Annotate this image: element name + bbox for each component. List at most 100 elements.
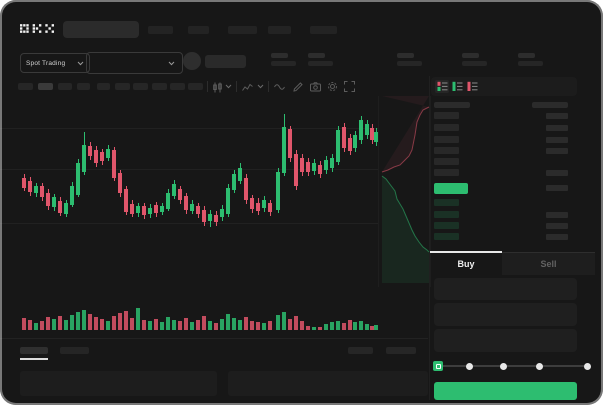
orderbook-bid-price[interactable] xyxy=(434,222,459,229)
volume-bar xyxy=(336,321,340,330)
orderbook-ask-price[interactable] xyxy=(434,136,459,143)
slider-handle[interactable] xyxy=(433,361,443,371)
pair-select-dropdown[interactable] xyxy=(86,52,183,74)
volume-bar xyxy=(268,321,272,330)
bottom-tab[interactable] xyxy=(60,347,89,354)
slider-stop-dot[interactable] xyxy=(465,362,473,370)
orderbook-ask-price[interactable] xyxy=(434,124,459,131)
tab-divider xyxy=(502,252,595,253)
orderbook-ask-price[interactable] xyxy=(434,112,459,119)
timeframe-button[interactable] xyxy=(58,83,72,90)
volume-bar xyxy=(226,314,230,330)
timeframe-button[interactable] xyxy=(152,83,167,90)
candle-body xyxy=(342,127,346,148)
price-input[interactable] xyxy=(434,278,577,300)
volume-bar xyxy=(359,321,363,330)
camera-icon[interactable] xyxy=(309,81,321,92)
timeframe-button[interactable] xyxy=(188,83,203,90)
bottom-panel-right[interactable] xyxy=(228,371,428,396)
timeframe-button[interactable] xyxy=(18,83,33,90)
nav-item-skeleton[interactable] xyxy=(228,26,257,34)
candle-body xyxy=(112,150,116,178)
chevron-down-icon[interactable] xyxy=(257,84,264,89)
timeframe-button[interactable] xyxy=(115,83,130,90)
volume-bar xyxy=(190,322,194,330)
bottom-panel-left[interactable] xyxy=(20,371,217,396)
timeframe-button[interactable] xyxy=(170,83,185,90)
orderbook-last-price-highlight[interactable] xyxy=(434,183,468,194)
candle-body xyxy=(374,132,378,142)
candle-body xyxy=(300,158,304,172)
orderbook-bid-price[interactable] xyxy=(434,233,459,240)
draw-tools-button[interactable] xyxy=(292,81,303,92)
timeframe-button[interactable] xyxy=(97,83,110,90)
volume-bar xyxy=(262,323,266,330)
tab-sell[interactable]: Sell xyxy=(502,253,595,275)
timeframe-button[interactable] xyxy=(133,83,148,90)
candle-body xyxy=(353,135,357,148)
chevron-down-icon[interactable] xyxy=(225,84,232,89)
chart-gridline xyxy=(0,223,378,224)
volume-bar xyxy=(232,318,236,330)
top-navbar xyxy=(0,0,603,46)
timeframe-button[interactable] xyxy=(77,83,90,90)
candle-body xyxy=(276,172,280,210)
orderbook-ask-price[interactable] xyxy=(434,147,459,154)
market-type-dropdown[interactable]: Spot Trading xyxy=(20,53,90,73)
price-chart[interactable] xyxy=(0,96,378,340)
volume-bar xyxy=(306,326,310,330)
orderbook-bid-price[interactable] xyxy=(434,211,459,218)
buy-submit-button[interactable] xyxy=(434,382,577,400)
amount-slider[interactable] xyxy=(430,355,595,377)
candle-body xyxy=(40,186,44,197)
chevron-down-icon xyxy=(77,61,84,65)
orderbook-ask-price[interactable] xyxy=(434,169,459,176)
candle-body xyxy=(294,154,298,186)
chart-gridline xyxy=(0,169,378,170)
candle-body xyxy=(118,173,122,193)
candle-body xyxy=(106,149,110,158)
tab-buy[interactable]: Buy xyxy=(430,253,502,275)
nav-item-skeleton[interactable] xyxy=(188,26,209,34)
slider-stop-dot[interactable] xyxy=(499,362,507,370)
orderbook-bid-price[interactable] xyxy=(434,199,459,206)
volume-bar xyxy=(238,320,242,330)
slider-handle-inner xyxy=(435,363,441,369)
depth-chart[interactable] xyxy=(378,96,431,287)
book-asks-icon[interactable] xyxy=(465,80,479,93)
volume-bar xyxy=(100,319,104,330)
candle-body xyxy=(196,206,200,214)
total-input[interactable] xyxy=(434,329,577,352)
candle-body xyxy=(94,150,98,163)
timeframe-button-active[interactable] xyxy=(38,83,53,90)
amount-input[interactable] xyxy=(434,303,577,326)
candle-style-button[interactable] xyxy=(212,81,222,93)
book-bids-icon[interactable] xyxy=(450,80,464,93)
volume-bar xyxy=(244,317,248,330)
bottom-tab-active[interactable] xyxy=(20,347,48,354)
orderbook-bid-amount xyxy=(546,211,568,218)
fullscreen-icon[interactable] xyxy=(343,81,355,92)
stat-value-skeleton xyxy=(518,61,543,66)
volume-bar xyxy=(214,323,218,330)
nav-item-skeleton[interactable] xyxy=(310,26,337,34)
okx-logo[interactable] xyxy=(20,23,54,34)
nav-item-skeleton[interactable] xyxy=(148,26,173,34)
bottom-action-skeleton[interactable] xyxy=(348,347,373,354)
book-both-icon[interactable] xyxy=(435,80,449,93)
bottom-action-skeleton[interactable] xyxy=(386,347,416,354)
slider-track[interactable] xyxy=(437,365,588,367)
settings-gear-icon[interactable] xyxy=(326,81,338,92)
market-type-label: Spot Trading xyxy=(26,59,66,67)
nav-item-skeleton[interactable] xyxy=(268,26,291,34)
search-input[interactable] xyxy=(63,21,139,38)
volume-bar xyxy=(184,318,188,330)
line-wave-button[interactable] xyxy=(274,84,285,90)
orderbook-ask-price[interactable] xyxy=(434,158,459,165)
slider-stop-dot[interactable] xyxy=(583,362,591,370)
indicators-button[interactable] xyxy=(242,82,253,92)
slider-stop-dot[interactable] xyxy=(535,362,543,370)
volume-bar xyxy=(34,323,38,330)
